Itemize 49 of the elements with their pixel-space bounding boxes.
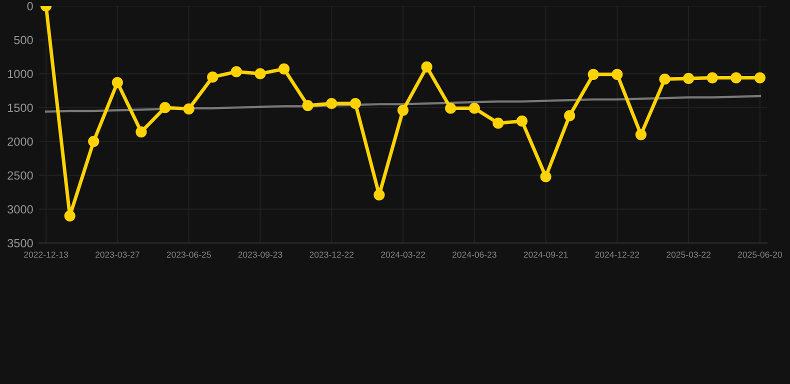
y-tick-label: 2500: [8, 171, 33, 180]
point: [492, 118, 504, 129]
x-tick-label: 2023-06-25: [166, 252, 211, 258]
point: [254, 68, 266, 80]
x-tick-label: 2023-09-23: [238, 252, 282, 258]
point: [207, 72, 218, 83]
point: [421, 61, 432, 72]
y-tick-label: 1000: [8, 70, 33, 78]
y-tick-label: 1500: [8, 104, 33, 112]
point: [516, 116, 528, 127]
point: [468, 102, 480, 114]
x-tick-label: 2024-06-23: [452, 252, 496, 258]
point: [278, 63, 290, 75]
point: [659, 74, 670, 85]
point: [754, 72, 766, 84]
x-tick-label: 2024-03-22: [381, 252, 425, 258]
point: [683, 72, 694, 84]
point: [326, 98, 338, 110]
point: [136, 126, 147, 138]
point: [159, 102, 171, 114]
x-tick-label: 2024-12-22: [595, 252, 640, 258]
point: [564, 110, 576, 122]
x-tick-label: 2024-09-21: [524, 252, 568, 258]
x-tick-label: 2022-12-13: [24, 252, 68, 258]
point: [112, 76, 123, 88]
point: [445, 102, 456, 114]
point: [706, 72, 718, 84]
y-tick-label: 0: [27, 2, 33, 10]
point: [302, 100, 314, 112]
point: [730, 72, 742, 84]
point: [540, 171, 552, 182]
point: [183, 103, 194, 114]
x-tick-label: 2023-12-22: [310, 252, 354, 258]
point: [588, 68, 599, 80]
point: [350, 98, 361, 110]
point: [635, 129, 647, 140]
point: [612, 68, 623, 80]
x-tick-label: 2025-03-22: [666, 252, 711, 258]
point: [64, 210, 76, 222]
point: [230, 66, 242, 78]
y-tick-label: 3000: [8, 205, 33, 214]
y-tick-label: 500: [14, 36, 33, 44]
y-tick-label: 3500: [8, 239, 33, 248]
point: [374, 189, 385, 200]
x-tick-label: 2025-06-20: [738, 252, 782, 258]
point: [88, 136, 100, 147]
y-tick-label: 2000: [8, 137, 33, 146]
x-tick-label: 2023-03-27: [95, 252, 140, 258]
point: [397, 104, 409, 116]
